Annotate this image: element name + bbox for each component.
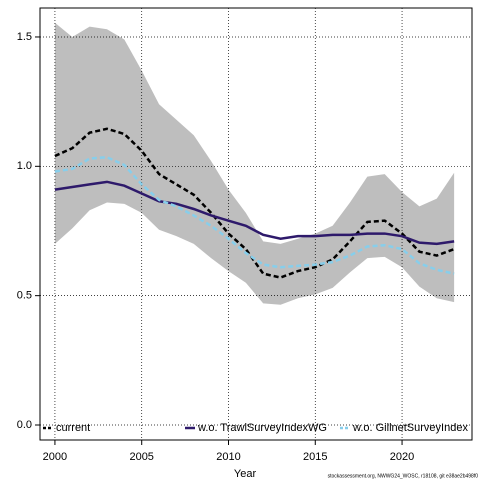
legend-label: current [56, 422, 90, 434]
legend-label: w.o. GillnetSurveyIndex [352, 422, 468, 434]
x-axis-label: Year [234, 468, 257, 480]
x-tick-label: 2005 [129, 451, 153, 463]
x-tick-label: 2010 [216, 451, 240, 463]
plot-area: current w.o. TrawlSurveyIndexWG w.o. Gilln… [40, 8, 472, 440]
y-tick-label: 0.5 [17, 290, 32, 302]
series-line [54, 180, 455, 246]
series-line [54, 127, 455, 279]
legend-label: w.o. TrawlSurveyIndexWG [197, 422, 327, 434]
y-tick-label: 1.0 [17, 160, 32, 172]
plot-frame [39, 7, 473, 441]
y-tick-label: 0.0 [17, 419, 32, 431]
footnote: stockassessment.org, NWWG24_WOSC, r18108… [328, 473, 479, 479]
x-tick-label: 2000 [43, 451, 67, 463]
y-tick-label: 1.5 [17, 31, 32, 43]
x-tick-label: 2015 [303, 451, 327, 463]
x-tick-label: 2020 [390, 451, 414, 463]
confidence-band [54, 22, 455, 305]
series-line [54, 155, 455, 275]
